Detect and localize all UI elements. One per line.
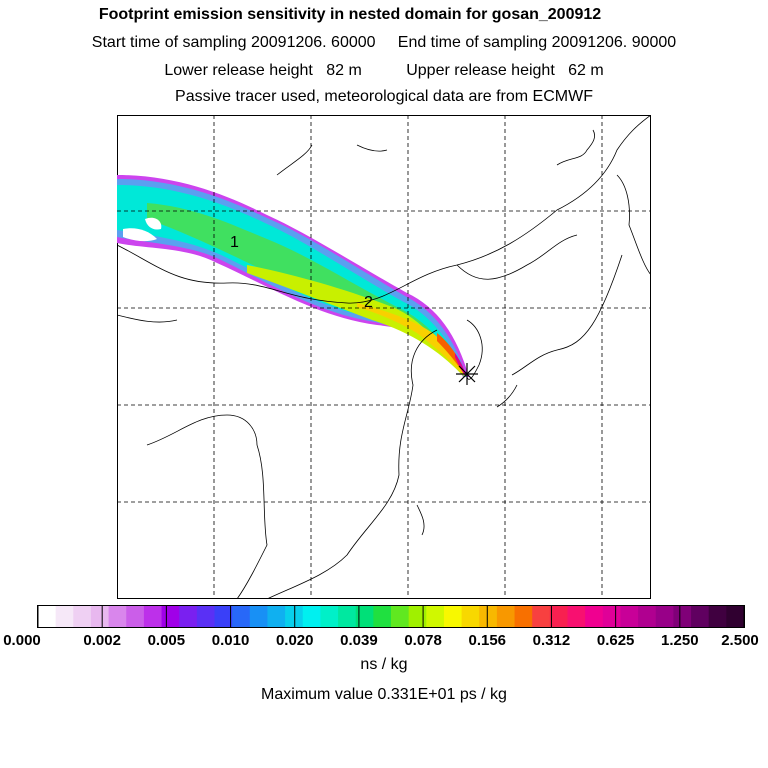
map-title: Footprint emission sensitivity in nested…	[98, 6, 602, 23]
colorbar-tick-label: 0.005	[148, 632, 186, 649]
graticule	[117, 115, 651, 599]
colorbar-unit: ns / kg	[360, 656, 408, 673]
release-height-line: Lower release height 82 m Upper release …	[164, 62, 604, 79]
colorbar-tick-label: 0.156	[468, 632, 506, 649]
colorbar-cell	[549, 606, 568, 627]
colorbar-cell	[479, 606, 498, 627]
colorbar-tick-label: 0.010	[212, 632, 250, 649]
colorbar-cell	[302, 606, 321, 627]
colorbar-cell	[673, 606, 692, 627]
colorbar-cell	[391, 606, 410, 627]
colorbar-cell	[620, 606, 639, 627]
colorbar-tick-label: 0.002	[83, 632, 121, 649]
maximum-value: Maximum value 0.331E+01 ps / kg	[261, 686, 507, 703]
colorbar-cell	[285, 606, 304, 627]
colorbar-cell	[196, 606, 215, 627]
colorbar-cell	[126, 606, 145, 627]
colorbar-tick-label: 1.250	[661, 632, 699, 649]
colorbar-tick-label: 0.039	[340, 632, 378, 649]
coastlines	[117, 115, 651, 599]
colorbar-cell	[691, 606, 710, 627]
colorbar-cell	[726, 606, 745, 627]
colorbar: 0.000 0.002 0.005 0.010 0.020 0.039 0.078 0.156…	[3, 605, 759, 649]
colorbar-tick-label: 0.000	[3, 632, 41, 649]
colorbar-cell	[408, 606, 427, 627]
tracer-info-line: Passive tracer used, meteorological data…	[175, 88, 593, 105]
plume	[117, 175, 469, 377]
colorbar-tick-label: 0.078	[404, 632, 442, 649]
colorbar-cell	[73, 606, 92, 627]
colorbar-cell	[355, 606, 374, 627]
colorbar-cell	[161, 606, 180, 627]
colorbar-tick-label: 0.625	[597, 632, 635, 649]
colorbar-cell	[373, 606, 392, 627]
colorbar-ticks: 0.000 0.002 0.005 0.010 0.020 0.039 0.078 0.156…	[3, 606, 759, 649]
colorbar-cell	[249, 606, 268, 627]
colorbar-tick-label: 0.020	[276, 632, 314, 649]
colorbar-cell	[496, 606, 516, 627]
colorbar-cell	[179, 606, 198, 627]
colorbar-cell	[585, 606, 604, 627]
colorbar-cell	[267, 606, 286, 627]
colorbar-cell	[638, 606, 657, 627]
colorbar-cell	[514, 606, 533, 627]
label-1: 2	[364, 294, 373, 311]
colorbar-cell	[655, 606, 674, 627]
sampling-time-line: Start time of sampling 20091206. 60000 E…	[91, 34, 677, 51]
colorbar-cell	[90, 606, 110, 627]
colorbar-cell	[461, 606, 480, 627]
colorbar-tick-label: 0.312	[533, 632, 571, 649]
star-marker	[456, 363, 478, 385]
colorbar-cell	[708, 606, 727, 627]
colorbar-cell	[214, 606, 233, 627]
colorbar-cells	[38, 606, 745, 627]
map-panel: 1 2	[117, 115, 651, 599]
colorbar-cell	[602, 606, 621, 627]
colorbar-cell	[443, 606, 463, 627]
colorbar-cell	[55, 606, 74, 627]
label-2: 1	[230, 234, 239, 251]
colorbar-cell	[232, 606, 251, 627]
colorbar-cell	[567, 606, 586, 627]
colorbar-cell	[143, 606, 163, 627]
colorbar-cell	[320, 606, 339, 627]
colorbar-cell	[108, 606, 127, 627]
colorbar-cell	[338, 606, 357, 627]
colorbar-cell	[38, 606, 57, 627]
colorbar-cell	[426, 606, 445, 627]
colorbar-cell	[532, 606, 551, 627]
colorbar-tick-label: 2.500	[721, 632, 759, 649]
